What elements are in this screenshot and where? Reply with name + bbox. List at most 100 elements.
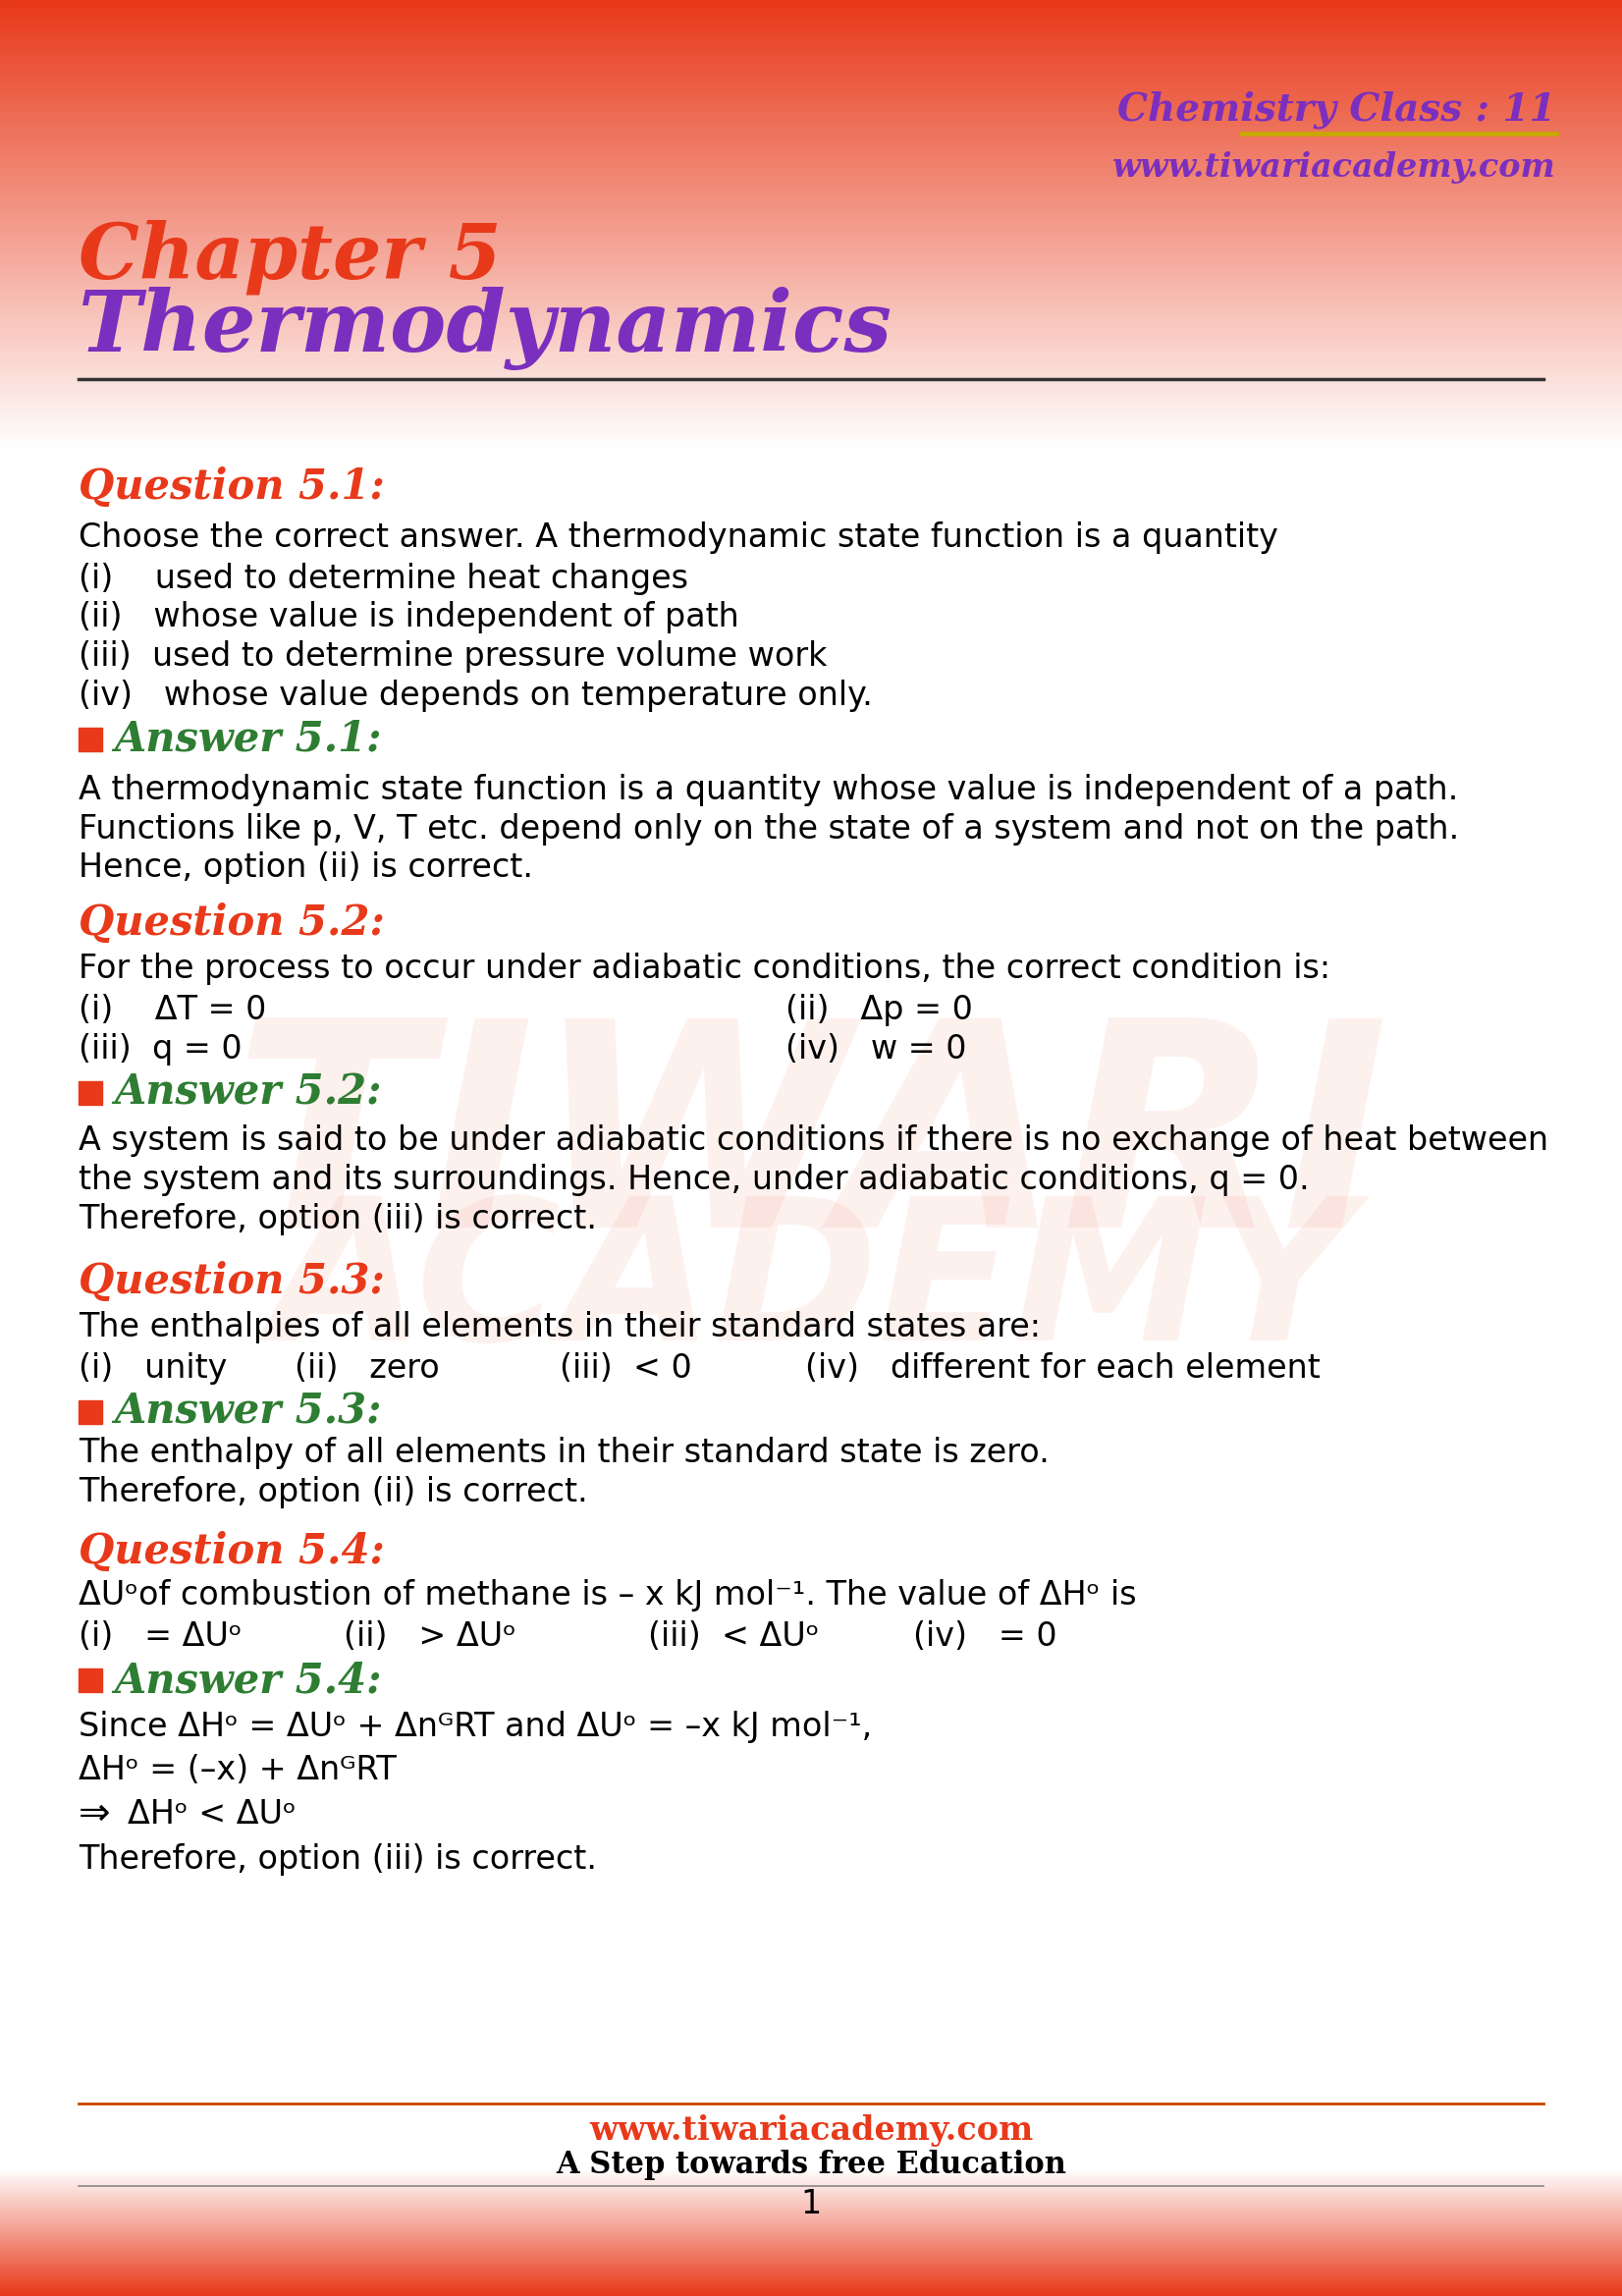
Bar — [0, 372, 1622, 377]
Bar — [0, 76, 1622, 78]
Text: Hence, option (ii) is correct.: Hence, option (ii) is correct. — [78, 852, 534, 884]
Bar — [0, 250, 1622, 255]
Bar — [0, 115, 1622, 119]
Bar — [0, 25, 1622, 30]
Text: Choose the correct answer. A thermodynamic state function is a quantity: Choose the correct answer. A thermodynam… — [78, 521, 1278, 553]
Text: www.tiwariacademy.com: www.tiwariacademy.com — [1113, 152, 1555, 184]
Bar — [0, 138, 1622, 142]
Bar — [0, 388, 1622, 393]
Text: (iv)   different for each element: (iv) different for each element — [805, 1352, 1320, 1384]
Bar — [0, 78, 1622, 83]
Bar — [0, 227, 1622, 232]
Bar — [0, 425, 1622, 429]
Text: Therefore, option (iii) is correct.: Therefore, option (iii) is correct. — [78, 1203, 597, 1235]
Bar — [0, 432, 1622, 436]
Bar — [0, 55, 1622, 60]
Bar — [0, 328, 1622, 333]
Bar — [0, 315, 1622, 317]
Bar — [0, 174, 1622, 179]
Bar — [0, 436, 1622, 441]
Bar — [0, 243, 1622, 246]
Bar — [0, 34, 1622, 37]
Bar — [0, 53, 1622, 55]
Text: (iii)  q = 0: (iii) q = 0 — [78, 1033, 242, 1065]
Bar — [0, 347, 1622, 351]
Text: Question 5.3:: Question 5.3: — [78, 1261, 384, 1302]
Text: (iii)  < 0: (iii) < 0 — [560, 1352, 693, 1384]
Bar — [0, 7, 1622, 11]
Bar — [0, 90, 1622, 94]
Bar — [0, 85, 1622, 90]
Text: Question 5.2:: Question 5.2: — [78, 902, 384, 944]
Bar — [0, 370, 1622, 372]
Bar — [0, 135, 1622, 138]
Bar — [0, 172, 1622, 174]
Text: A system is said to be under adiabatic conditions if there is no exchange of hea: A system is said to be under adiabatic c… — [78, 1125, 1549, 1157]
Bar — [0, 156, 1622, 161]
Text: Functions like p, V, T etc. depend only on the state of a system and not on the : Functions like p, V, T etc. depend only … — [78, 813, 1460, 845]
Bar — [0, 321, 1622, 324]
Bar — [0, 404, 1622, 406]
Bar — [0, 168, 1622, 172]
Text: (iii)  used to determine pressure volume work: (iii) used to determine pressure volume … — [78, 641, 827, 673]
Text: 1: 1 — [801, 2188, 821, 2220]
Text: the system and its surroundings. Hence, under adiabatic conditions, q = 0.: the system and its surroundings. Hence, … — [78, 1164, 1309, 1196]
Bar — [0, 383, 1622, 388]
Text: ΔHᵒ < ΔUᵒ: ΔHᵒ < ΔUᵒ — [128, 1798, 297, 1830]
Bar — [0, 44, 1622, 48]
Bar — [78, 1081, 102, 1104]
Text: ⇒: ⇒ — [78, 1795, 110, 1832]
Bar — [0, 269, 1622, 273]
Bar — [78, 1401, 102, 1424]
Bar — [0, 340, 1622, 342]
Text: Answer 5.4:: Answer 5.4: — [114, 1660, 381, 1701]
Bar — [0, 195, 1622, 197]
Bar — [0, 108, 1622, 113]
Bar — [0, 264, 1622, 269]
Bar — [0, 335, 1622, 340]
Bar — [0, 191, 1622, 195]
Bar — [0, 443, 1622, 448]
Text: (i)    used to determine heat changes: (i) used to determine heat changes — [78, 563, 688, 595]
Bar — [0, 23, 1622, 25]
Bar — [0, 317, 1622, 321]
Text: A thermodynamic state function is a quantity whose value is independent of a pat: A thermodynamic state function is a quan… — [78, 774, 1458, 806]
Bar — [0, 400, 1622, 404]
Bar — [0, 83, 1622, 85]
Bar — [0, 333, 1622, 335]
Bar — [0, 94, 1622, 96]
Bar — [0, 262, 1622, 264]
Bar — [0, 287, 1622, 292]
Bar — [0, 184, 1622, 186]
Bar — [0, 204, 1622, 209]
Text: (ii)   > ΔUᵒ: (ii) > ΔUᵒ — [344, 1621, 516, 1653]
Bar — [0, 351, 1622, 354]
Bar — [0, 305, 1622, 310]
Bar — [0, 216, 1622, 220]
Text: Chapter 5: Chapter 5 — [78, 220, 501, 294]
Text: (iii)  < ΔUᵒ: (iii) < ΔUᵒ — [649, 1621, 819, 1653]
Bar — [0, 246, 1622, 250]
Bar — [0, 413, 1622, 418]
Bar — [0, 280, 1622, 285]
Bar — [0, 406, 1622, 411]
Bar — [0, 418, 1622, 422]
Bar — [0, 294, 1622, 298]
Bar — [0, 131, 1622, 135]
Bar — [0, 239, 1622, 243]
Bar — [0, 255, 1622, 257]
Text: Answer 5.3:: Answer 5.3: — [114, 1391, 381, 1433]
Bar — [0, 214, 1622, 216]
Bar — [0, 298, 1622, 303]
Bar — [0, 342, 1622, 347]
Bar — [0, 285, 1622, 287]
Text: For the process to occur under adiabatic conditions, the correct condition is:: For the process to occur under adiabatic… — [78, 953, 1330, 985]
Text: Therefore, option (iii) is correct.: Therefore, option (iii) is correct. — [78, 1844, 597, 1876]
Bar — [0, 257, 1622, 262]
Text: (i)    ΔT = 0: (i) ΔT = 0 — [78, 994, 266, 1026]
Bar — [0, 60, 1622, 64]
Text: (i)   unity: (i) unity — [78, 1352, 227, 1384]
Bar — [0, 11, 1622, 14]
Bar — [0, 41, 1622, 44]
Bar — [0, 429, 1622, 432]
